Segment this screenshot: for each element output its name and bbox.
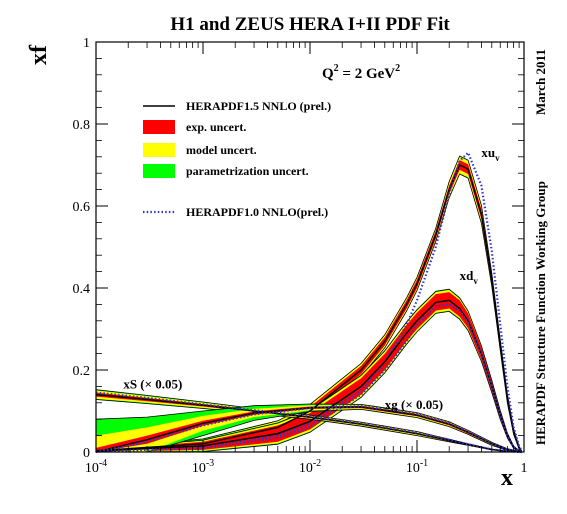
annotations: xuv xdv xS (× 0.05) xg (× 0.05) <box>123 145 500 412</box>
scale-label: Q2 = 2 GeV2 <box>322 63 400 82</box>
x-axis-label: x <box>501 465 513 491</box>
y-tick-label: 0 <box>83 446 90 461</box>
band-exp-xd <box>96 292 522 452</box>
y-axis-label: xf <box>26 44 52 65</box>
xdv-label: xdv <box>460 268 479 286</box>
axis-ticks: 0 0.2 0.4 0.6 0.8 1 10-4 10-3 10-2 10-1 1 <box>73 36 528 476</box>
legend-label-model: model uncert. <box>186 143 257 157</box>
band-model-xg <box>96 404 522 452</box>
right-label-group: HERAPDF Structure Function Working Group <box>533 181 548 445</box>
xuv-label: xuv <box>481 145 500 163</box>
old-fit-line-xg <box>95 404 522 454</box>
central-line-xd <box>95 299 522 453</box>
legend-swatch-model <box>143 143 175 157</box>
x-tick-label: 10-4 <box>85 458 107 476</box>
y-tick-label: 0.6 <box>73 200 91 215</box>
old-fit-line-xu <box>95 150 523 453</box>
legend-label-central: HERAPDF1.5 NNLO (prel.) <box>186 99 331 113</box>
x-tick-label: 10-2 <box>299 458 321 476</box>
central-line-xu <box>95 163 523 452</box>
band-edge-lower-xd <box>95 310 522 453</box>
x-tick-label: 10-1 <box>406 458 428 476</box>
xg-label: xg (× 0.05) <box>385 397 443 412</box>
legend-label-exp: exp. uncert. <box>186 120 246 134</box>
right-label-date: March 2011 <box>533 49 548 115</box>
y-tick-label: 0.2 <box>73 364 91 379</box>
old-fit-line-xS <box>95 391 522 454</box>
xs-label: xS (× 0.05) <box>123 376 182 391</box>
legend: HERAPDF1.5 NNLO (prel.) exp. uncert. model… <box>143 99 331 219</box>
legend-label-param: parametrization uncert. <box>186 164 309 178</box>
legend-label-old: HERAPDF1.0 NNLO(prel.) <box>186 205 328 219</box>
chart-title: H1 and ZEUS HERA I+II PDF Fit <box>170 14 450 35</box>
y-tick-label: 1 <box>83 36 90 51</box>
legend-swatch-exp <box>143 120 175 134</box>
y-tick-label: 0.4 <box>73 282 91 297</box>
x-tick-label: 1 <box>521 461 528 476</box>
y-tick-label: 0.8 <box>73 118 91 133</box>
legend-swatch-param <box>143 164 175 178</box>
band-exp-xg <box>96 405 522 452</box>
x-tick-label: 10-3 <box>192 458 214 476</box>
